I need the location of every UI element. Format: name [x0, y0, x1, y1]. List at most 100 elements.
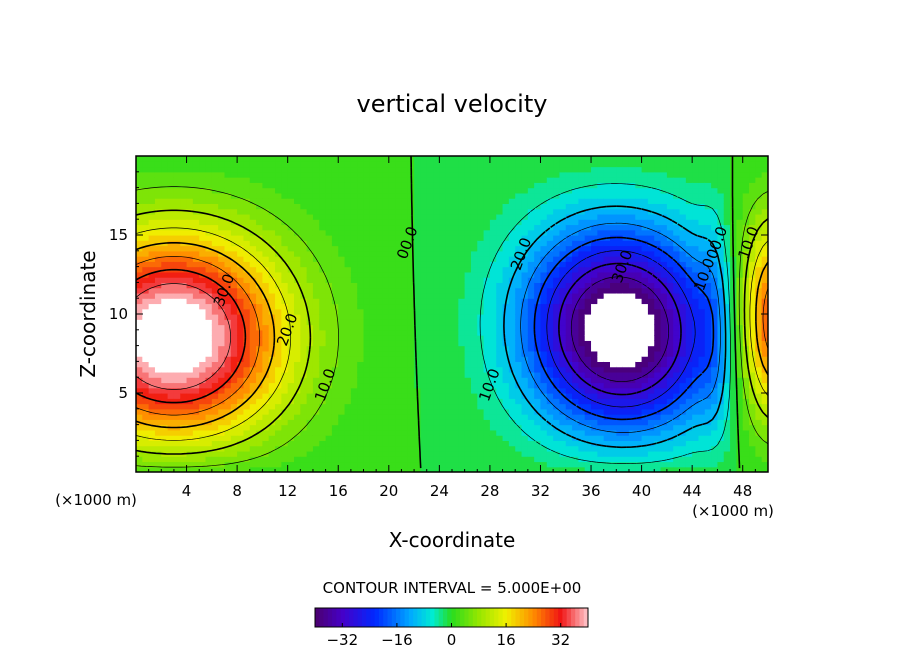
- field-cell: [338, 345, 346, 352]
- field-cell: [357, 277, 365, 283]
- field-cell: [452, 271, 459, 278]
- field-cell: [565, 277, 573, 283]
- field-cell: [331, 229, 339, 236]
- field-cell: [237, 224, 245, 231]
- field-cell: [312, 187, 320, 194]
- field-cell: [218, 192, 226, 199]
- field-cell: [268, 219, 276, 226]
- field-cell: [489, 429, 497, 436]
- field-cell: [483, 282, 491, 289]
- field-cell: [287, 466, 295, 472]
- field-cell: [572, 208, 579, 215]
- field-cell: [154, 213, 162, 220]
- field-cell: [199, 329, 207, 336]
- field-cell: [616, 292, 624, 299]
- field-cell: [281, 361, 289, 368]
- field-cell: [565, 335, 573, 341]
- field-cell: [452, 250, 459, 257]
- field-cell: [249, 245, 257, 252]
- field-cell: [445, 177, 453, 183]
- field-cell: [515, 203, 523, 210]
- field-cell: [224, 292, 232, 299]
- field-cell: [527, 298, 535, 305]
- field-cell: [256, 240, 263, 247]
- field-cell: [211, 335, 219, 341]
- field-cell: [395, 450, 403, 457]
- field-cell: [199, 361, 207, 368]
- field-cell: [319, 329, 327, 336]
- field-cell: [173, 308, 181, 315]
- field-cell: [325, 156, 333, 162]
- field-cell: [218, 224, 226, 231]
- field-cell: [597, 250, 605, 257]
- field-cell: [312, 356, 320, 362]
- field-cell: [344, 408, 352, 415]
- field-cell: [559, 371, 567, 378]
- field-cell: [331, 271, 339, 278]
- field-cell: [294, 271, 301, 278]
- field-cell: [230, 398, 238, 405]
- field-cell: [464, 192, 472, 199]
- field-cell: [161, 371, 169, 378]
- field-cell: [628, 324, 636, 331]
- field-cell: [268, 166, 276, 173]
- field-cell: [249, 308, 257, 315]
- field-cell: [369, 461, 377, 468]
- field-cell: [154, 366, 162, 373]
- field-cell: [331, 424, 339, 431]
- field-cell: [654, 319, 662, 326]
- field-cell: [407, 387, 415, 394]
- field-cell: [515, 408, 523, 415]
- field-cell: [534, 387, 542, 394]
- field-cell: [584, 187, 592, 194]
- field-cell: [344, 445, 352, 452]
- field-cell: [388, 398, 396, 405]
- field-cell: [249, 371, 257, 378]
- field-cell: [275, 161, 282, 168]
- field-cell: [439, 461, 447, 468]
- field-cell: [534, 377, 542, 384]
- field-cell: [161, 198, 169, 204]
- field-cell: [325, 224, 333, 231]
- field-cell: [610, 298, 617, 305]
- field-cell: [319, 456, 327, 463]
- field-cell: [610, 224, 617, 231]
- field-cell: [458, 256, 466, 262]
- field-cell: [224, 340, 232, 347]
- field-cell: [167, 261, 175, 268]
- field-cell: [331, 308, 339, 315]
- field-cell: [502, 250, 510, 257]
- field-cell: [262, 261, 270, 268]
- field-cell: [199, 277, 207, 283]
- field-cell: [173, 245, 181, 252]
- field-cell: [256, 250, 263, 257]
- field-cell: [211, 408, 219, 415]
- field-cell: [211, 371, 219, 378]
- field-cell: [414, 445, 421, 452]
- field-cell: [464, 271, 472, 278]
- field-cell: [635, 371, 643, 378]
- field-cell: [331, 361, 339, 368]
- field-cell: [546, 245, 554, 252]
- field-cell: [161, 208, 169, 215]
- field-cell: [401, 461, 409, 468]
- field-cell: [167, 271, 175, 278]
- field-cell: [344, 271, 352, 278]
- field-cell: [420, 345, 428, 352]
- field-cell: [369, 250, 377, 257]
- field-cell: [148, 156, 156, 162]
- field-cell: [136, 208, 143, 215]
- field-cell: [426, 229, 434, 236]
- field-cell: [654, 329, 662, 336]
- field-cell: [414, 350, 421, 357]
- field-cell: [136, 445, 143, 452]
- field-cell: [268, 203, 276, 210]
- field-cell: [534, 456, 542, 463]
- field-cell: [527, 224, 535, 231]
- field-cell: [243, 177, 251, 183]
- field-cell: [281, 256, 289, 262]
- field-cell: [376, 303, 384, 310]
- field-cell: [496, 256, 504, 262]
- field-cell: [319, 429, 327, 436]
- field-cell: [553, 266, 561, 273]
